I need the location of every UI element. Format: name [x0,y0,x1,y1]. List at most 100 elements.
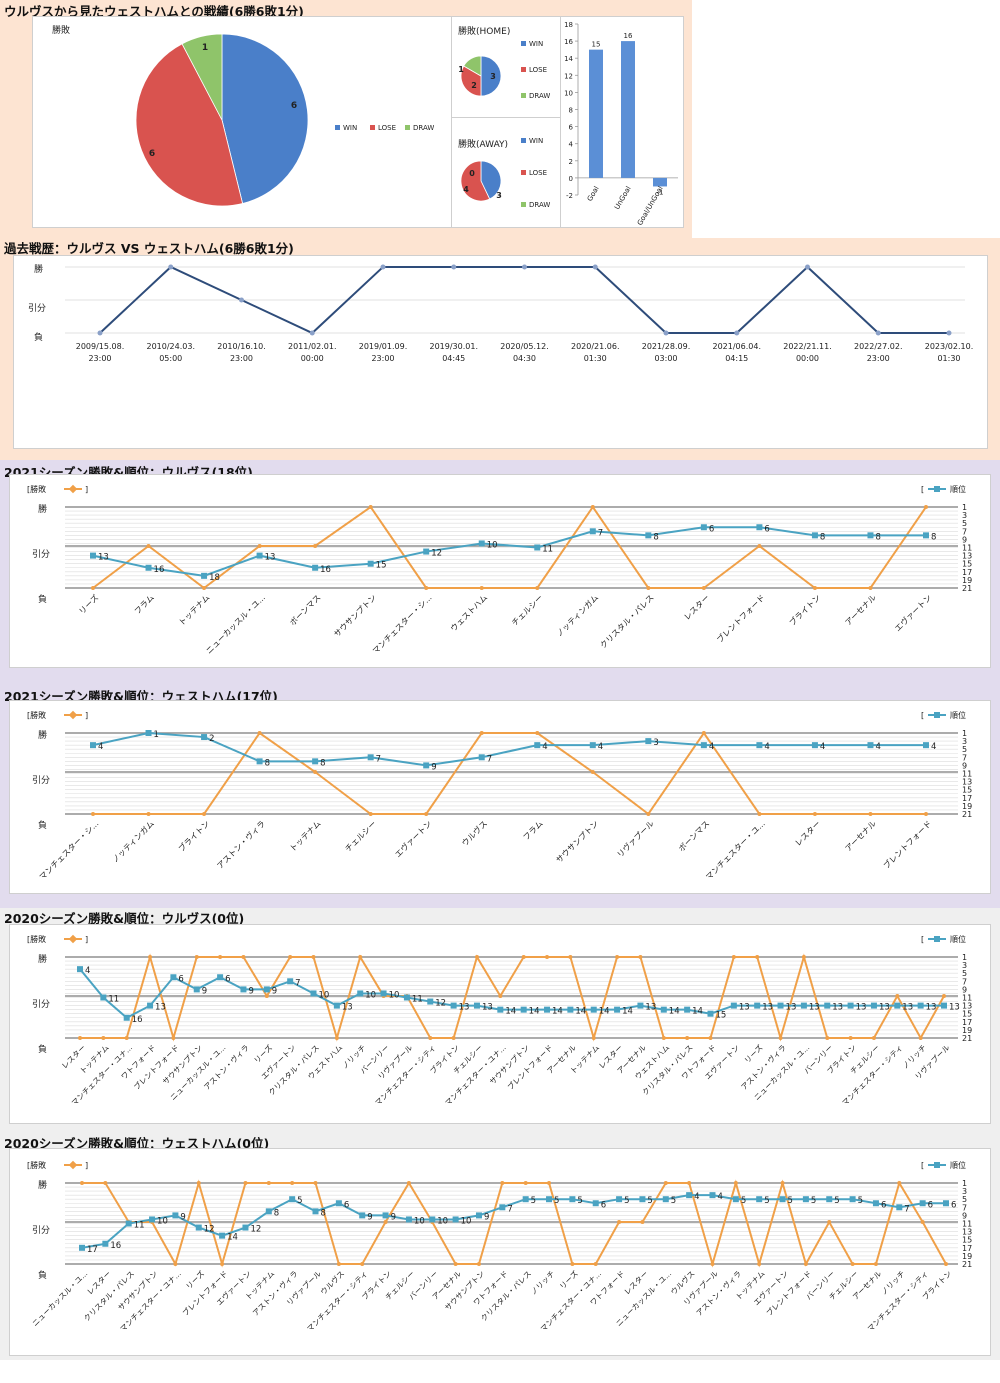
pie-away-value-label: 0 [469,169,475,178]
s2021-westham-result-point [812,812,817,816]
s2020-wolves-rank-point [193,986,200,993]
s2020-westham-rank-label: 8 [274,1208,279,1218]
s2020-westham-rank-point [779,1196,786,1203]
s2021-wolves-rank-point [534,544,541,551]
pie-home-value-label: 1 [458,65,464,74]
s2020-westham-rank-tick: 3 [962,1187,967,1196]
s2021-westham-rank-tick: 1 [962,729,967,738]
pie-home-legend-label: LOSE [529,66,547,74]
s2020-westham-rank-label: 12 [250,1225,261,1235]
history-y-label-win: 勝 [34,263,43,275]
pie-away-legend-label: WIN [529,137,543,145]
s2020-wolves-legend-result-marker [68,934,78,944]
pie-home-value-label: 3 [490,72,496,81]
s2020-westham-rank-label: 12 [204,1225,215,1235]
s2021-wolves-legend-rank-marker [934,486,940,492]
s2020-westham-legend-rank-label: 順位 [950,1160,966,1170]
s2020-westham-result-point [103,1181,108,1185]
s2020-wolves-rank-point [497,1006,504,1013]
s2020-westham-legend-bracket: [ [921,1161,924,1170]
history-point [380,264,386,270]
s2021-wolves-rank-point [90,552,96,559]
s2021-wolves-x-label: ブレントフォード [714,592,766,644]
s2020-wolves-rank-point [310,990,317,997]
s2020-wolves-rank-label: 13 [902,1003,913,1013]
s2021-westham-x-label: ボーンマス [677,819,711,853]
s2020-wolves-result-point [895,994,900,998]
s2020-westham-result-point [850,1262,855,1266]
history-y-label-lose: 負 [34,331,43,343]
s2021-wolves-x-label: ブライトン [787,592,822,627]
s2021-wolves-rank-tick: 19 [962,576,972,585]
s2020-westham-rank-label: 6 [601,1200,606,1210]
s2021-westham-rank-point [256,758,263,765]
s2021-westham-rank-tick: 9 [962,761,967,770]
s2020-wolves-x-label: リーズ [742,1042,765,1065]
s2020-wolves-rank-label: 9 [272,986,277,996]
s2020-westham-rank-point [872,1200,879,1207]
s2020-wolves-rank-point [590,1006,597,1013]
s2021-westham-x-label: エヴァートン [393,818,434,859]
s2021-wolves-x-label: リーズ [77,592,101,616]
s2020-westham-rank-point [359,1212,366,1219]
s2020-westham-result-point [406,1181,411,1185]
s2021-westham-rank-label: 4 [931,742,936,752]
s2020-westham-rank-point [732,1196,739,1203]
s2020-westham-rank-tick: 9 [962,1211,967,1220]
s2020-wolves-rank-point [403,994,410,1001]
history-panel [13,255,988,449]
s2020-wolves-rank-point [520,1006,527,1013]
s2020-wolves-rank-line [79,968,944,1019]
goal-y-tick-label: 0 [569,175,573,183]
s2020-wolves-legend-bracket: ] [85,935,88,944]
s2021-westham-result-line [93,731,926,816]
s2021-westham-rank-label: 2 [209,734,214,744]
goal-y-tick-label: 10 [564,89,573,97]
s2020-westham-rank-label: 6 [344,1200,349,1210]
s2020-westham-rank-label: 5 [811,1196,816,1206]
pie-total-legend-swatch [370,125,375,130]
s2021-westham-legend-rank-marker [934,712,940,718]
s2021-wolves-legend-bracket: [ [921,485,924,494]
s2020-westham-result-point [220,1262,225,1266]
s2021-wolves-x-label: ニューカッスル・ユ... [204,593,267,656]
s2020-wolves-rank-label: 6 [178,974,183,984]
s2021-wolves-rank-point [256,552,263,559]
s2020-wolves-result-point [78,1036,82,1040]
s2020-wolves-result-point [474,955,479,959]
history-point [309,330,315,336]
s2021-wolves-result-point [757,544,762,548]
s2021-westham-legend-bracket: ] [85,711,88,720]
s2020-wolves-rank-point [614,1006,621,1013]
s2020-wolves-rank-point [357,990,364,997]
s2020-wolves-result-point [638,955,643,959]
s2020-westham-y-label-lose: 負 [38,1269,47,1281]
s2021-wolves-rank-label: 13 [98,553,109,563]
s2020-westham-y-label-draw: 引分 [32,1225,50,1236]
s2021-westham-rank-tick: 17 [962,794,972,803]
s2020-westham-result-point [617,1220,622,1224]
s2020-westham-result-point [500,1181,505,1185]
pie-total-value-label: 1 [202,43,208,53]
s2020-wolves-rank-point [147,1002,154,1009]
s2020-wolves-rank-label: 14 [669,1007,680,1017]
s2020-westham-result-point [383,1220,388,1224]
s2021-wolves-legend-result-label: [勝敗 [27,484,46,494]
s2020-wolves-result-point [428,1036,433,1040]
s2020-westham-rank-point [382,1212,389,1219]
s2021-westham-x-label: レスター [793,819,822,848]
history-point [734,330,740,336]
s2020-westham-result-point [873,1262,878,1266]
pie-home-legend-label: DRAW [529,92,550,100]
s2020-wolves-rank-tick: 5 [962,969,967,978]
s2020-wolves-rank-label: 12 [435,999,446,1009]
s2020-wolves-rank-label: 14 [505,1007,516,1017]
s2021-wolves-rank-point [201,572,208,579]
s2020-westham-rank-label: 10 [414,1216,425,1226]
s2020-westham-x-label: ノリッチ [529,1269,557,1297]
history-point [97,330,103,336]
s2020-wolves-result-point [661,1036,666,1040]
history-y-label-draw: 引分 [28,303,46,314]
s2021-westham-result-point [535,731,540,735]
s2021-westham-x-label: マンチェスター・ユ... [704,819,767,882]
